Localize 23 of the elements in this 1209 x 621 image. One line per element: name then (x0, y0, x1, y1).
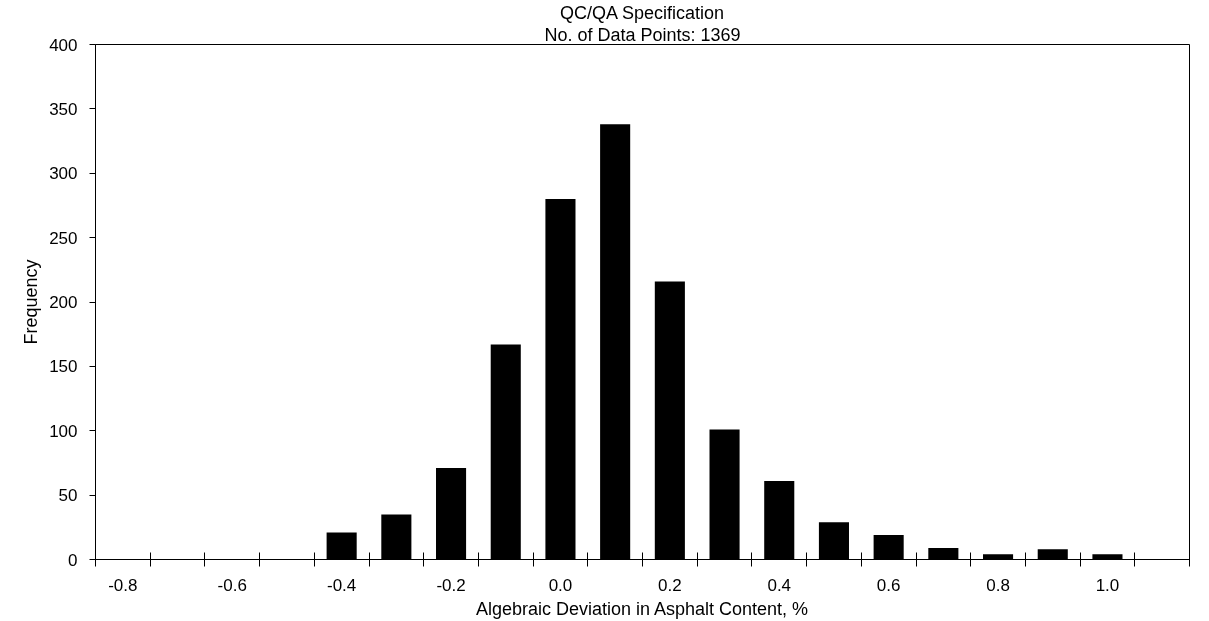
x-tick-label: 1.0 (1095, 575, 1120, 595)
chart-title: QC/QA Specification (559, 2, 725, 23)
x-tick-label: 0.2 (658, 575, 682, 595)
x-tick-label: 0.6 (876, 575, 901, 595)
x-tick-label: -0.6 (217, 575, 247, 595)
y-tick-label: 400 (49, 35, 78, 55)
chart-subtitle: No. of Data Points: 1369 (544, 24, 741, 45)
y-tick-label: 50 (58, 486, 78, 506)
x-tick-label: -0.4 (327, 575, 357, 595)
x-tick-label: 0.0 (548, 575, 573, 595)
x-tick-label: -0.2 (436, 575, 466, 595)
x-tick-label: 0.8 (986, 575, 1010, 595)
y-tick-label: 350 (49, 99, 78, 119)
y-tick-label: 250 (49, 228, 78, 248)
x-tick-label: -0.8 (108, 575, 138, 595)
x-axis-title: Algebraic Deviation in Asphalt Content, % (475, 598, 809, 619)
y-tick-label: 200 (49, 293, 78, 312)
y-axis-title: Frequency (21, 259, 42, 345)
x-tick-label: 0.4 (767, 575, 792, 595)
y-tick-label: 300 (49, 164, 78, 184)
y-tick-label: 150 (49, 357, 78, 377)
y-tick-label: 0 (68, 550, 78, 570)
y-tick-label: 100 (49, 421, 78, 441)
